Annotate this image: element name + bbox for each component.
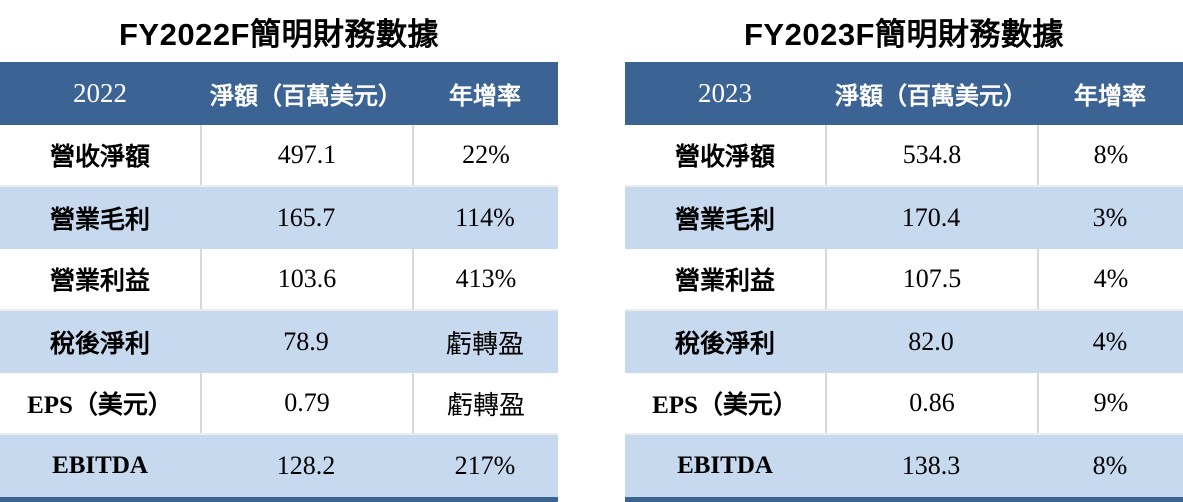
- fy2022-column-header-net-amount: 淨額（百萬美元）: [210, 83, 402, 110]
- row-yoy: 3%: [1092, 203, 1128, 232]
- fy2023-table-bottom-band: [625, 497, 1183, 502]
- table-gap: [558, 0, 625, 502]
- fy2022-header-row: 2022 淨額（百萬美元） 年增率: [0, 62, 558, 125]
- row-yoy: 413%: [412, 249, 558, 309]
- fy2022-table: FY2022F簡明財務數據 2022 淨額（百萬美元） 年增率 營收淨額 497…: [0, 0, 558, 502]
- table-row-net-revenue: 營收淨額 534.8 8%: [625, 125, 1183, 187]
- row-value: 103.6: [200, 249, 412, 309]
- fy2023-column-header-net-amount: 淨額（百萬美元）: [835, 83, 1027, 110]
- table-row-ebitda: EBITDA 138.3 8%: [625, 435, 1183, 497]
- row-value: 534.8: [825, 125, 1037, 185]
- row-value: 128.2: [276, 451, 336, 480]
- table-row-eps: EPS（美元） 0.79 虧轉盈: [0, 373, 558, 435]
- fy2023-table: FY2023F簡明財務數據 2023 淨額（百萬美元） 年增率 營收淨額 534…: [625, 0, 1183, 502]
- table-row-net-income: 稅後淨利 78.9 虧轉盈: [0, 311, 558, 373]
- table-row-eps: EPS（美元） 0.86 9%: [625, 373, 1183, 435]
- fy2022-column-header-yoy: 年增率: [449, 83, 521, 110]
- row-value: 170.4: [901, 203, 961, 232]
- row-yoy: 8%: [1037, 125, 1183, 185]
- row-yoy: 8%: [1092, 451, 1128, 480]
- table-row-gross-profit: 營業毛利 170.4 3%: [625, 187, 1183, 249]
- fy2023-header-row: 2023 淨額（百萬美元） 年增率: [625, 62, 1183, 125]
- table-row-operating-income: 營業利益 107.5 4%: [625, 249, 1183, 311]
- row-label: 營收淨額: [674, 143, 775, 171]
- row-label: 營收淨額: [49, 143, 150, 171]
- row-value: 107.5: [825, 249, 1037, 309]
- row-yoy: 22%: [412, 125, 558, 185]
- row-label: 營業利益: [674, 267, 775, 295]
- row-value: 0.86: [825, 373, 1037, 433]
- row-label: EBITDA: [677, 452, 773, 479]
- row-value: 82.0: [908, 327, 954, 356]
- table-row-net-income: 稅後淨利 82.0 4%: [625, 311, 1183, 373]
- table-row-gross-profit: 營業毛利 165.7 114%: [0, 187, 558, 249]
- row-yoy: 虧轉盈: [412, 373, 558, 433]
- row-value: 497.1: [200, 125, 412, 185]
- row-value: 138.3: [901, 451, 961, 480]
- row-label: 營業利益: [49, 267, 150, 295]
- row-yoy: 4%: [1037, 249, 1183, 309]
- row-label: 營業毛利: [49, 206, 150, 234]
- row-label: EBITDA: [52, 452, 148, 479]
- row-yoy: 9%: [1037, 373, 1183, 433]
- row-value: 0.79: [200, 373, 412, 433]
- row-label: 稅後淨利: [674, 330, 775, 358]
- row-label: 稅後淨利: [49, 330, 150, 358]
- row-yoy: 217%: [454, 451, 516, 480]
- row-label: 營業毛利: [674, 206, 775, 234]
- fy2022-table-bottom-band: [0, 497, 558, 502]
- row-label: EPS（美元）: [27, 392, 173, 419]
- row-yoy: 虧轉盈: [445, 329, 524, 359]
- row-yoy: 114%: [455, 203, 515, 232]
- fy2023-column-header-yoy: 年增率: [1074, 83, 1146, 110]
- fy2022-table-title: FY2022F簡明財務數據: [118, 16, 439, 52]
- row-yoy: 4%: [1092, 327, 1128, 356]
- row-label: EPS（美元）: [652, 392, 798, 419]
- fy2023-column-header-year: 2023: [698, 78, 752, 108]
- row-value: 78.9: [283, 327, 329, 356]
- table-row-net-revenue: 營收淨額 497.1 22%: [0, 125, 558, 187]
- fy2022-column-header-year: 2022: [73, 78, 127, 108]
- row-value: 165.7: [276, 203, 336, 232]
- fy2023-table-title: FY2023F簡明財務數據: [743, 16, 1064, 52]
- table-row-ebitda: EBITDA 128.2 217%: [0, 435, 558, 497]
- table-row-operating-income: 營業利益 103.6 413%: [0, 249, 558, 311]
